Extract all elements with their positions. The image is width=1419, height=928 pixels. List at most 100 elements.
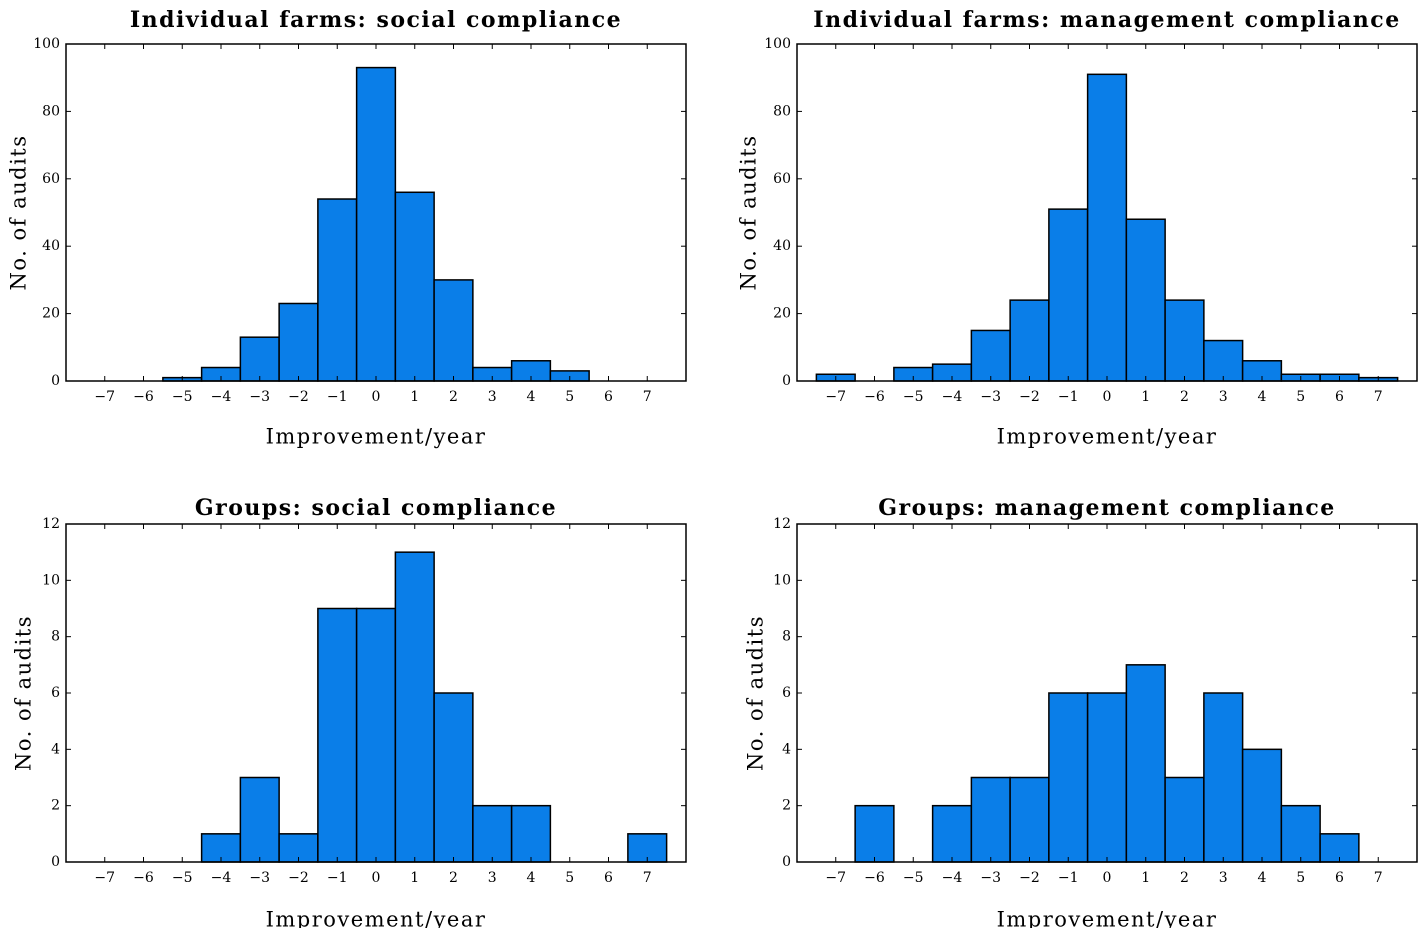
x-tick-label: 2 xyxy=(1180,870,1189,886)
bar xyxy=(394,551,435,863)
x-tick-label: −1 xyxy=(1058,389,1079,405)
chart-title: Individual farms: management compliance xyxy=(813,7,1400,33)
x-tick-label: −2 xyxy=(1019,389,1040,405)
bar xyxy=(1009,776,1050,863)
x-tick-label: 6 xyxy=(1335,389,1344,405)
x-axis-label: Improvement/year xyxy=(266,908,487,928)
y-tick-label: 0 xyxy=(782,373,791,389)
x-tick-label: 5 xyxy=(565,870,574,886)
bar xyxy=(1048,208,1089,382)
x-tick-label: 2 xyxy=(1180,389,1189,405)
x-tick-label: −6 xyxy=(864,389,885,405)
y-axis-label: No. of audits xyxy=(744,615,768,771)
bar xyxy=(239,336,280,382)
y-tick-label: 2 xyxy=(782,798,791,814)
x-tick-label: 7 xyxy=(643,389,652,405)
bar xyxy=(1086,73,1128,382)
bar xyxy=(1203,339,1244,382)
bar xyxy=(355,66,397,382)
x-tick-label: −3 xyxy=(980,870,1001,886)
y-tick-label: 8 xyxy=(51,629,60,645)
x-tick-label: 1 xyxy=(1141,389,1150,405)
x-tick-label: −5 xyxy=(172,870,193,886)
y-tick-label: 6 xyxy=(51,685,60,701)
bar xyxy=(278,302,319,382)
x-tick-label: −5 xyxy=(903,389,924,405)
bar xyxy=(854,804,895,863)
chart-panel-1: Individual farms: social compliance −7 −6 −… xyxy=(7,7,687,449)
x-tick-label: −6 xyxy=(864,870,885,886)
x-tick-label: −4 xyxy=(211,870,232,886)
x-tick-label: −7 xyxy=(825,389,846,405)
x-tick-label: −2 xyxy=(288,870,309,886)
bar xyxy=(510,804,552,863)
bar xyxy=(1203,692,1244,863)
bar xyxy=(355,607,397,863)
x-tick-label: −7 xyxy=(94,870,115,886)
x-tick-label: 0 xyxy=(372,389,381,405)
y-tick-label: 12 xyxy=(42,516,60,532)
x-tick-label: −3 xyxy=(249,389,270,405)
x-tick-label: 5 xyxy=(1296,870,1305,886)
x-tick-label: 4 xyxy=(1258,870,1267,886)
x-tick-label: −6 xyxy=(133,870,154,886)
bar xyxy=(317,198,358,382)
x-tick-label: 3 xyxy=(488,389,497,405)
x-tick-label: −4 xyxy=(211,389,232,405)
x-tick-label: −2 xyxy=(288,389,309,405)
x-tick-label: −5 xyxy=(903,870,924,886)
y-tick-label: 4 xyxy=(51,741,60,757)
x-tick-label: −1 xyxy=(327,389,348,405)
y-tick-label: 60 xyxy=(42,171,60,187)
bar xyxy=(317,607,358,863)
x-tick-label: 2 xyxy=(449,870,458,886)
x-tick-label: −2 xyxy=(1019,870,1040,886)
y-tick-label: 0 xyxy=(51,373,60,389)
y-tick-label: 40 xyxy=(42,238,60,254)
bar xyxy=(1009,299,1050,382)
y-tick-label: 100 xyxy=(33,36,60,52)
chart-panel-3: Groups: social compliance −7 −6 −5 −4 −3 −2 −1 0… xyxy=(12,495,687,928)
x-tick-label: −1 xyxy=(1058,870,1079,886)
x-axis-label: Improvement/year xyxy=(266,425,487,449)
bar xyxy=(1164,776,1205,863)
y-tick-label: 20 xyxy=(42,306,60,322)
x-tick-label: 5 xyxy=(565,389,574,405)
x-tick-label: −4 xyxy=(942,870,963,886)
bar xyxy=(1319,833,1360,863)
x-tick-label: 7 xyxy=(1374,389,1383,405)
x-tick-label: 3 xyxy=(488,870,497,886)
bar xyxy=(931,804,973,863)
bar xyxy=(200,833,242,863)
y-axis-label: No. of audits xyxy=(7,134,31,290)
bar xyxy=(433,279,474,382)
bar xyxy=(970,329,1011,382)
x-tick-label: −3 xyxy=(980,389,1001,405)
x-tick-label: 7 xyxy=(643,870,652,886)
x-tick-label: 4 xyxy=(527,389,536,405)
x-tick-label: 4 xyxy=(1258,389,1267,405)
x-tick-label: −6 xyxy=(133,389,154,405)
chart-panel-4: Groups: management compliance −7 −6 −5 −4 −3 −… xyxy=(744,495,1418,928)
bar xyxy=(394,191,435,382)
y-tick-label: 10 xyxy=(773,572,791,588)
x-tick-label: 6 xyxy=(604,389,613,405)
x-tick-label: −7 xyxy=(94,389,115,405)
y-tick-label: 0 xyxy=(51,854,60,870)
x-tick-label: 2 xyxy=(449,389,458,405)
y-tick-label: 2 xyxy=(51,798,60,814)
y-tick-label: 80 xyxy=(42,103,60,119)
bar xyxy=(1125,664,1166,863)
y-tick-label: 8 xyxy=(782,629,791,645)
bar xyxy=(472,804,513,863)
y-tick-label: 20 xyxy=(773,306,791,322)
x-axis-label: Improvement/year xyxy=(997,425,1218,449)
y-tick-label: 80 xyxy=(773,103,791,119)
x-tick-label: −3 xyxy=(249,870,270,886)
chart-title: Individual farms: social compliance xyxy=(130,7,622,33)
bar xyxy=(1048,692,1089,863)
x-tick-label: 6 xyxy=(604,870,613,886)
bar xyxy=(970,776,1011,863)
y-tick-label: 4 xyxy=(782,741,791,757)
